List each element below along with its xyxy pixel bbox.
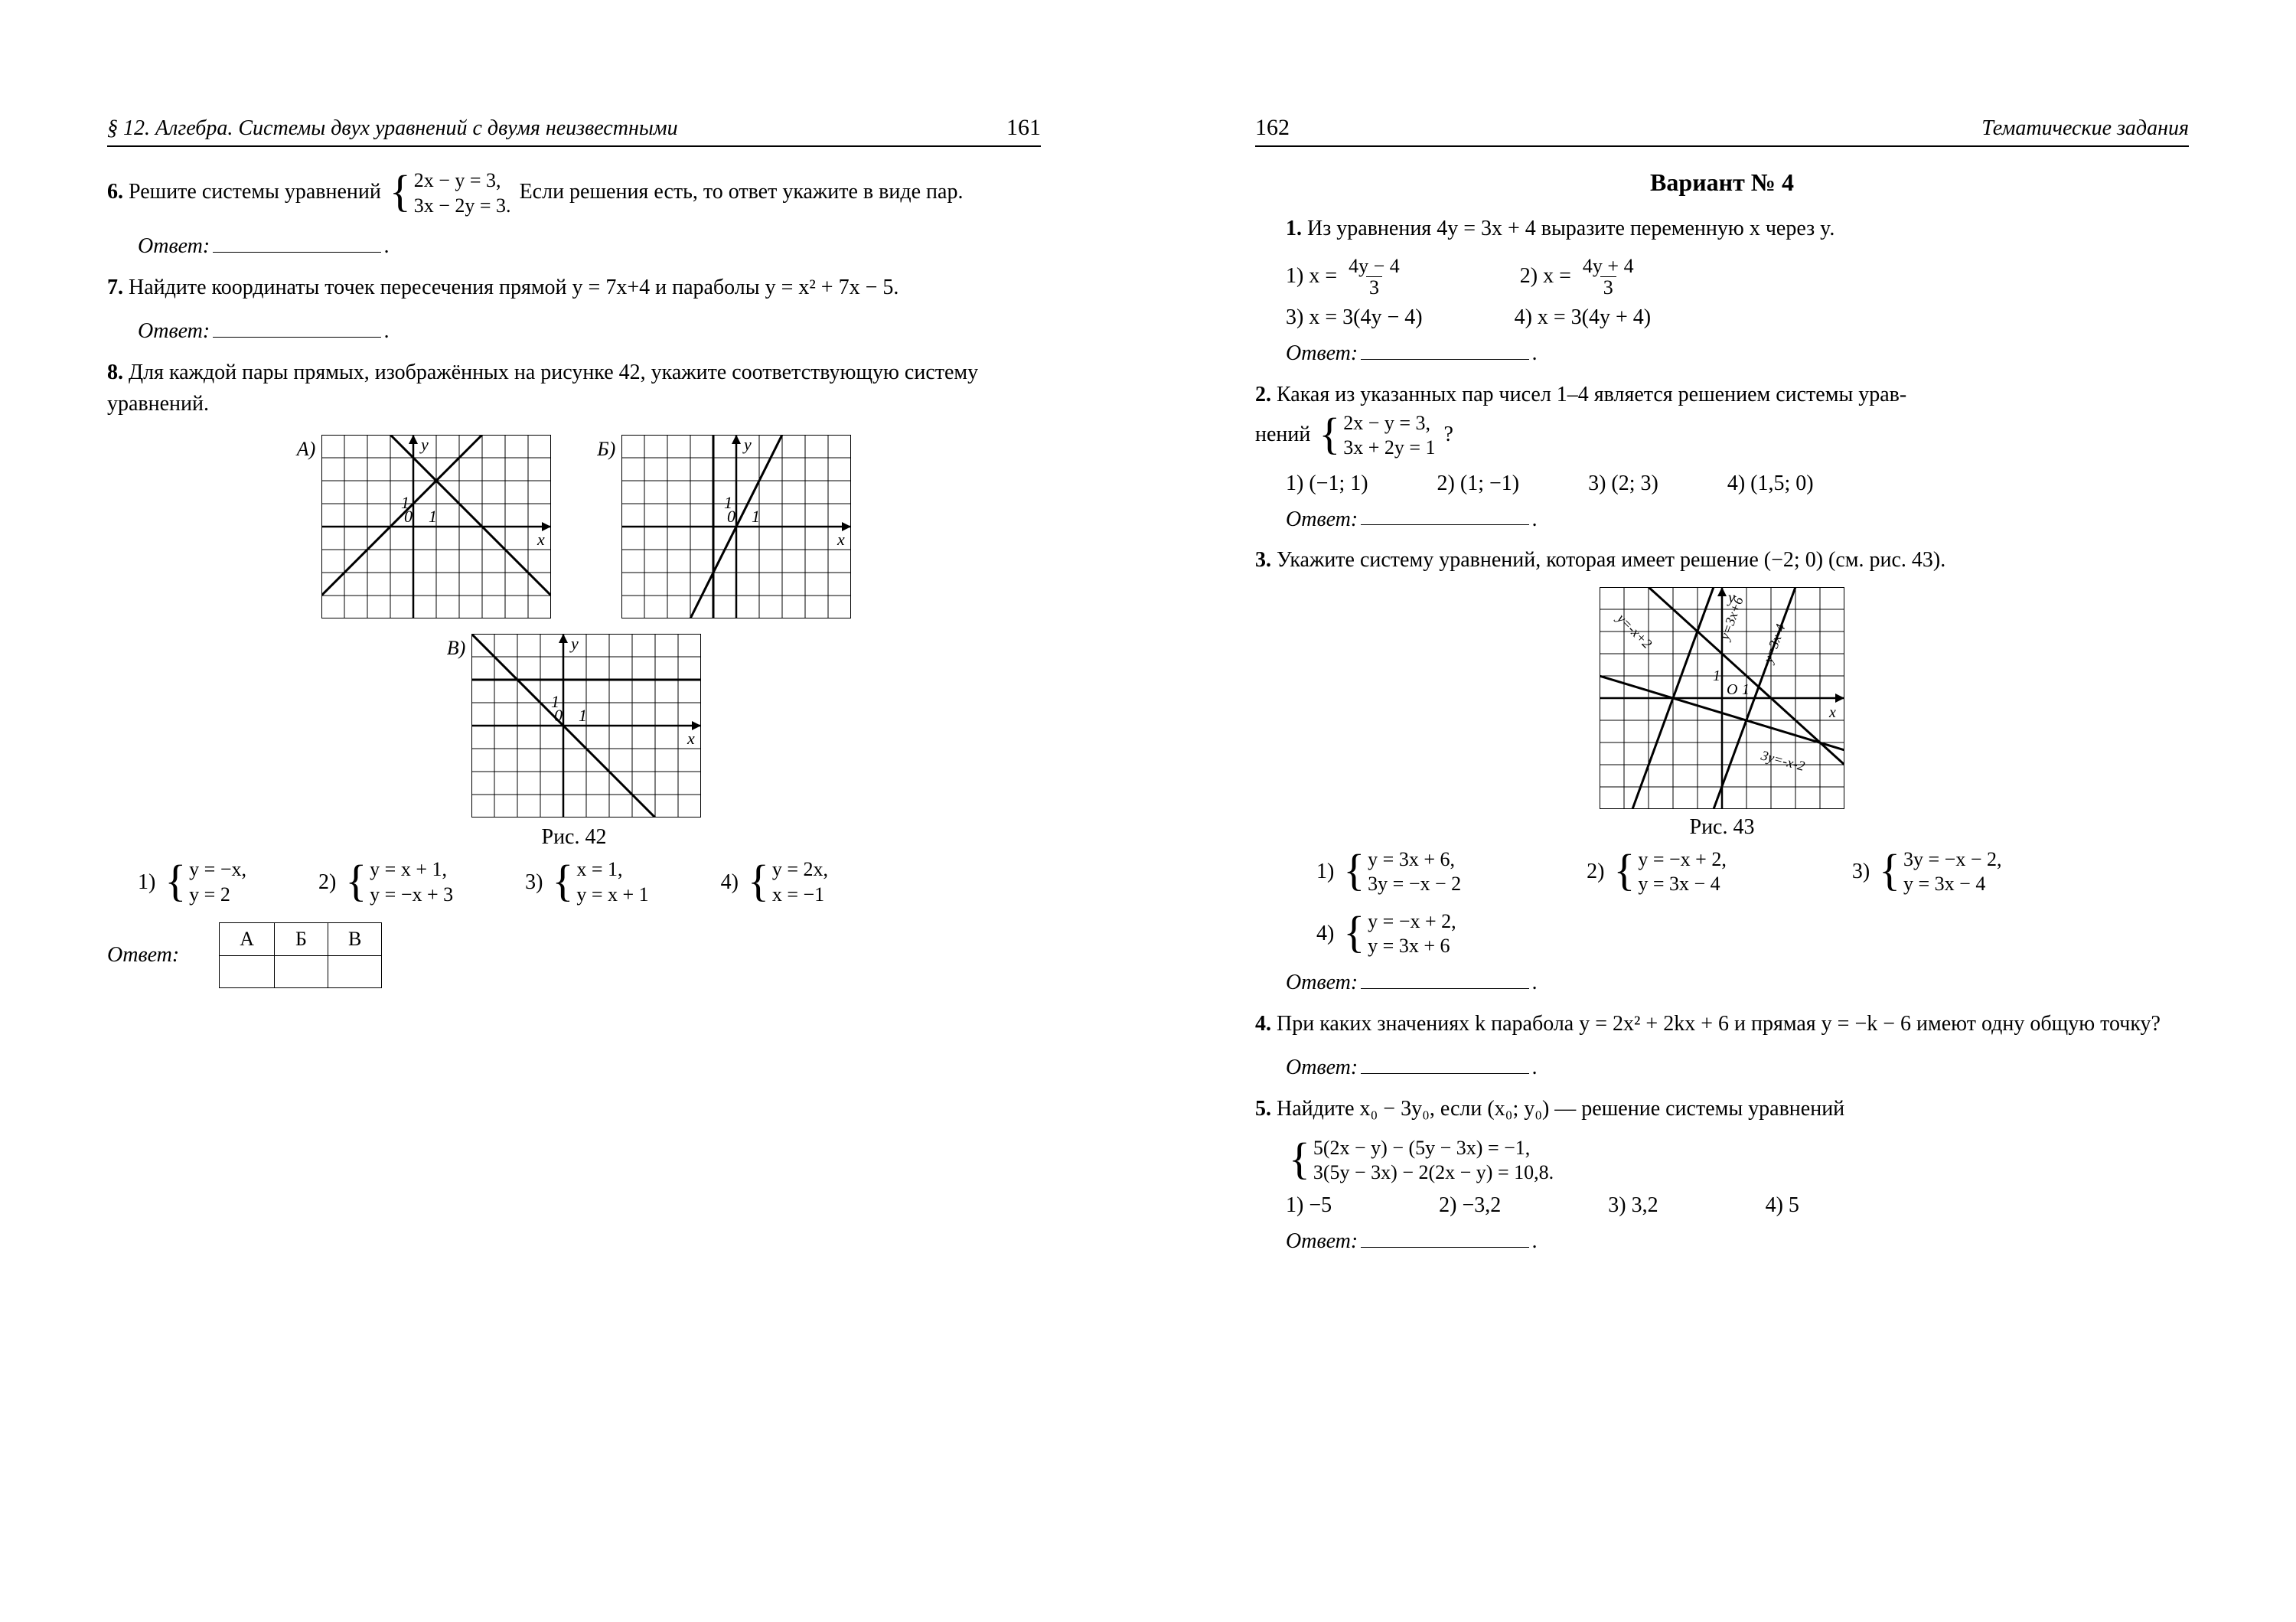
charts-row-v: В) 0 1 [107,634,1041,818]
svg-text:x: x [687,729,695,748]
svg-text:1: 1 [429,507,437,526]
problem-3-options: 1) {y = 3x + 6,3y = −x − 2 2) {y = −x + … [1316,847,2189,959]
svg-text:1: 1 [752,507,760,526]
problem-1-options-b: 3) x = 3(4y − 4) 4) x = 3(4y + 4) [1286,305,2189,330]
problem-6: 6. Решите системы уравнений { 2x − y = 3… [107,168,1041,218]
answer-table-row: Ответ: А Б В [107,915,1041,996]
answer-line: Ответ:. [138,229,1041,259]
svg-text:x: x [536,530,545,549]
svg-text:3y=-x-2: 3y=-x-2 [1759,747,1806,774]
svg-text:1: 1 [579,706,587,725]
problem-8-options: 1) {y = −x,y = 2 2) {y = x + 1,y = −x + … [138,857,1041,907]
answer-line: Ответ:. [1286,965,2189,995]
problem-8: 8. Для каждой пары прямых, изображённых … [107,357,1041,419]
svg-text:1: 1 [724,493,732,512]
answer-line: Ответ:. [1286,1050,2189,1080]
problem-7: 7. Найдите координаты точек пересечения … [107,273,1041,304]
svg-text:O: O [1727,681,1737,698]
variant-title: Вариант № 4 [1255,168,2189,197]
page-header: § 12. Алгебра. Системы двух уравнений с … [107,115,1041,147]
problem-1-options: 1) x = 4y − 43 2) x = 4y + 43 [1286,256,2189,299]
section-title: Тематические задания [1981,116,2189,141]
svg-text:1: 1 [551,692,559,711]
svg-text:y: y [569,634,579,653]
answer-table: А Б В [219,922,382,988]
svg-text:x: x [1828,704,1836,721]
chart-a: 0 1 1 x y [321,435,551,618]
svg-text:1: 1 [1742,681,1750,698]
answer-line: Ответ:. [138,314,1041,344]
problem-2-options: 1) (−1; 1) 2) (1; −1) 3) (2; 3) 4) (1,5;… [1286,472,2189,496]
problem-2: 2. Какая из указанных пар чисел 1–4 явля… [1255,380,2189,461]
answer-line: Ответ:. [1286,1224,2189,1254]
problem-3-chart-wrap: O 1 1 x y y=-x+2 y=3x+6 y=3x-4 3y=-x-2 Р… [1255,587,2189,840]
chart-b: 0 1 1 x y [621,435,851,618]
problem-5: 5. Найдите x₀ − 3y₀, если (x₀; y₀) — реш… [1255,1094,2189,1125]
svg-text:y: y [419,435,429,454]
problem-5-options: 1) −5 2) −3,2 3) 3,2 4) 5 [1286,1193,2189,1218]
charts-row-ab: А) 0 1 [107,435,1041,618]
answer-line: Ответ:. [1286,502,2189,532]
svg-text:1: 1 [1713,667,1720,684]
svg-text:y=3x+6: y=3x+6 [1716,595,1746,643]
problem-5-system: { 5(2x − y) − (5y − 3x) = −1, 3(5y − 3x)… [1286,1136,2189,1186]
system-eq: { 2x − y = 3, 3x − 2y = 3. [390,168,511,218]
problem-4: 4. При каких значениях k парабола y = 2x… [1255,1009,2189,1040]
answer-line: Ответ:. [1286,336,2189,366]
page-number: 161 [1006,115,1041,141]
svg-text:x: x [837,530,845,549]
page-header: Тематические задания 162 [1255,115,2189,147]
page-number: 162 [1255,115,1290,141]
problem-3: 3. Укажите систему уравнений, которая им… [1255,545,2189,576]
chart-v: 0 1 1 x y [471,634,701,818]
svg-text:1: 1 [401,493,409,512]
fig-caption: Рис. 43 [1255,815,2189,840]
svg-text:y=3x-4: y=3x-4 [1760,622,1788,667]
problem-1: 1. Из уравнения 4y = 3x + 4 выразите пер… [1255,214,2189,245]
fig-caption: Рис. 42 [107,825,1041,850]
section-title: § 12. Алгебра. Системы двух уравнений с … [107,116,678,141]
svg-text:y: y [742,435,752,454]
chart-43: O 1 1 x y y=-x+2 y=3x+6 y=3x-4 3y=-x-2 [1600,587,1844,809]
